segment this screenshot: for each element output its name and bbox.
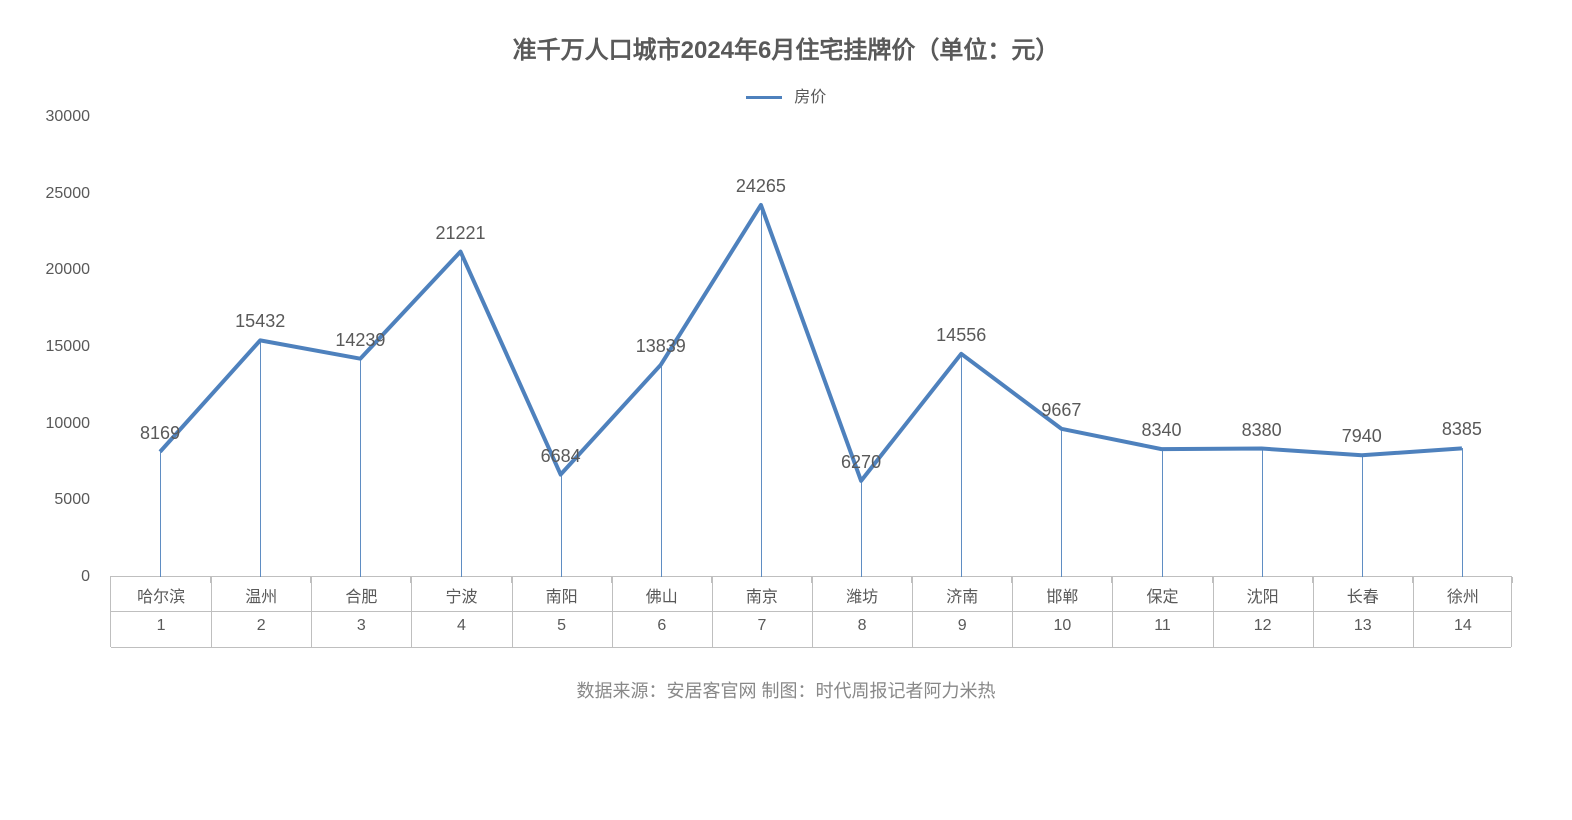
drop-line [1162,449,1163,577]
x-city-label: 哈尔滨 [111,577,211,607]
x-index-label: 6 [612,611,712,635]
x-city-label: 温州 [211,577,311,607]
drop-line [160,452,161,577]
x-city-label: 南阳 [512,577,612,607]
x-axis-labels: 哈尔滨 1温州 2合肥 3宁波 4南阳 5佛山 6南京 7潍坊 8济南 9邯郸 10保定 11沈阳 12… [110,577,1512,647]
x-city-label: 长春 [1313,577,1413,607]
x-city-label: 济南 [912,577,1012,607]
chart-title: 准千万人口城市2024年6月住宅挂牌价（单位：元） [40,30,1532,65]
plot-area: 050001000015000200002500030000 816915432… [110,117,1512,577]
data-label: 21221 [435,223,485,244]
data-label: 13839 [636,336,686,357]
drop-line [1061,429,1062,577]
x-city-label: 合肥 [311,577,411,607]
data-label: 8340 [1141,420,1181,441]
data-label: 9667 [1041,400,1081,421]
x-index-label: 1 [111,611,211,635]
data-label: 8169 [140,423,180,444]
x-index-label: 12 [1213,611,1313,635]
x-city-label: 南京 [712,577,812,607]
legend-label: 房价 [794,89,826,106]
drop-line [1262,449,1263,577]
x-city-label: 保定 [1112,577,1212,607]
x-index-label: 3 [311,611,411,635]
data-label: 8385 [1442,419,1482,440]
x-index-label: 7 [712,611,812,635]
x-index-label: 4 [411,611,511,635]
x-city-label: 邯郸 [1012,577,1112,607]
x-index-label: 11 [1112,611,1212,635]
drop-line [1462,448,1463,577]
legend-line-icon [746,96,782,99]
drop-line [260,340,261,577]
y-tick-label: 30000 [46,108,91,126]
x-city-label: 潍坊 [812,577,912,607]
drop-line [861,481,862,577]
data-label: 6270 [841,452,881,473]
chart-container: 准千万人口城市2024年6月住宅挂牌价（单位：元） 房价 0 5000 10000 1… [0,0,1572,820]
data-label: 15432 [235,311,285,332]
y-axis: 050001000015000200002500030000 [40,117,100,577]
data-label: 14556 [936,325,986,346]
y-tick-label: 5000 [54,491,90,509]
data-label: 8380 [1242,420,1282,441]
drop-line [461,252,462,577]
data-label: 6684 [541,446,581,467]
x-city-label: 徐州 [1413,577,1513,607]
x-index-label: 9 [912,611,1012,635]
y-tick-label: 15000 [46,338,91,356]
drop-line [360,359,361,577]
data-label: 14239 [335,330,385,351]
chart-footer: 数据来源：安居客官网 制图：时代周报记者阿力米热 [40,677,1532,703]
drop-line [761,205,762,577]
x-index-label: 8 [812,611,912,635]
x-city-label: 佛山 [612,577,712,607]
x-index-label: 10 [1012,611,1112,635]
x-bottom-border [111,647,1511,648]
x-index-label: 13 [1313,611,1413,635]
y-tick-label: 25000 [46,185,91,203]
data-label: 24265 [736,176,786,197]
x-city-label: 沈阳 [1213,577,1313,607]
x-index-label: 2 [211,611,311,635]
drop-line [961,354,962,577]
x-index-label: 14 [1413,611,1513,635]
x-city-label: 宁波 [411,577,511,607]
data-label: 7940 [1342,426,1382,447]
drop-line [1362,455,1363,577]
x-index-label: 5 [512,611,612,635]
drop-line [661,365,662,577]
y-tick-label: 0 [81,568,90,586]
chart-legend: 房价 [40,83,1532,107]
y-tick-label: 20000 [46,261,91,279]
y-tick-label: 10000 [46,415,91,433]
drop-line [561,475,562,577]
line-chart-svg [110,117,1512,577]
